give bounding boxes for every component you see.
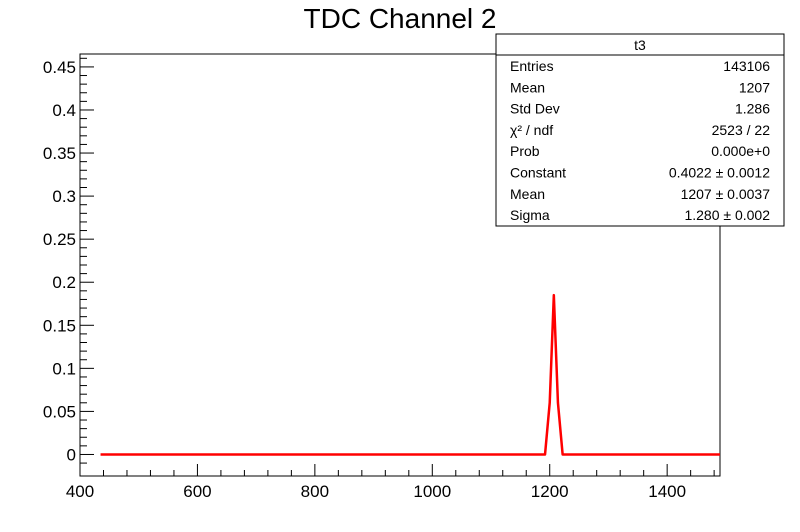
stats-row-label: χ² / ndf — [510, 122, 553, 138]
stats-row-value: 0.4022 ± 0.0012 — [669, 165, 770, 181]
stats-row-value: 0.000e+0 — [711, 143, 770, 159]
y-tick-label: 0 — [67, 445, 76, 464]
y-tick-label: 0.35 — [43, 144, 76, 163]
stats-row-value: 1.286 — [735, 101, 770, 117]
y-tick-label: 0.15 — [43, 316, 76, 335]
stats-box: t3 Entries 143106 Mean 1207 Std Dev 1.286 χ² / … — [495, 33, 785, 227]
stats-row-value: 1.280 ± 0.002 — [684, 207, 770, 223]
stats-row-label: Entries — [510, 58, 554, 74]
stats-row-label: Sigma — [510, 207, 550, 223]
series-layer — [100, 293, 720, 456]
stats-row-value: 1207 — [739, 79, 770, 95]
x-tick-label: 800 — [301, 482, 329, 501]
stats-box-title: t3 — [634, 37, 646, 53]
x-tick-label: 1000 — [413, 482, 451, 501]
stats-row-label: Mean — [510, 79, 545, 95]
stats-row-value: 1207 ± 0.0037 — [681, 186, 771, 202]
x-tick-label: 1200 — [531, 482, 569, 501]
axis-ticks — [79, 57, 715, 476]
x-tick-label: 400 — [66, 482, 94, 501]
y-tick-label: 0.1 — [52, 359, 76, 378]
y-tick-label: 0.45 — [43, 58, 76, 77]
stats-row-label: Prob — [510, 143, 540, 159]
stats-box-frame — [495, 33, 785, 227]
stats-row-label: Mean — [510, 186, 545, 202]
chart-title: TDC Channel 2 — [304, 3, 497, 34]
y-tick-label: 0.4 — [52, 101, 76, 120]
stats-row-value: 2523 / 22 — [712, 122, 771, 138]
y-tick-label: 0.3 — [52, 187, 76, 206]
fit-curve — [100, 293, 720, 456]
y-tick-label: 0.05 — [43, 402, 76, 421]
y-tick-label: 0.2 — [52, 273, 76, 292]
y-tick-label: 0.25 — [43, 230, 76, 249]
x-tick-label: 1400 — [648, 482, 686, 501]
x-tick-label: 600 — [183, 482, 211, 501]
stats-row-label: Std Dev — [510, 101, 560, 117]
stats-row-value: 143106 — [723, 58, 770, 74]
tick-labels: 400 600 800 1000 1200 1400 0 0.05 0.1 0.15 0.2 0.25… — [43, 58, 686, 501]
stats-row-label: Constant — [510, 165, 566, 181]
